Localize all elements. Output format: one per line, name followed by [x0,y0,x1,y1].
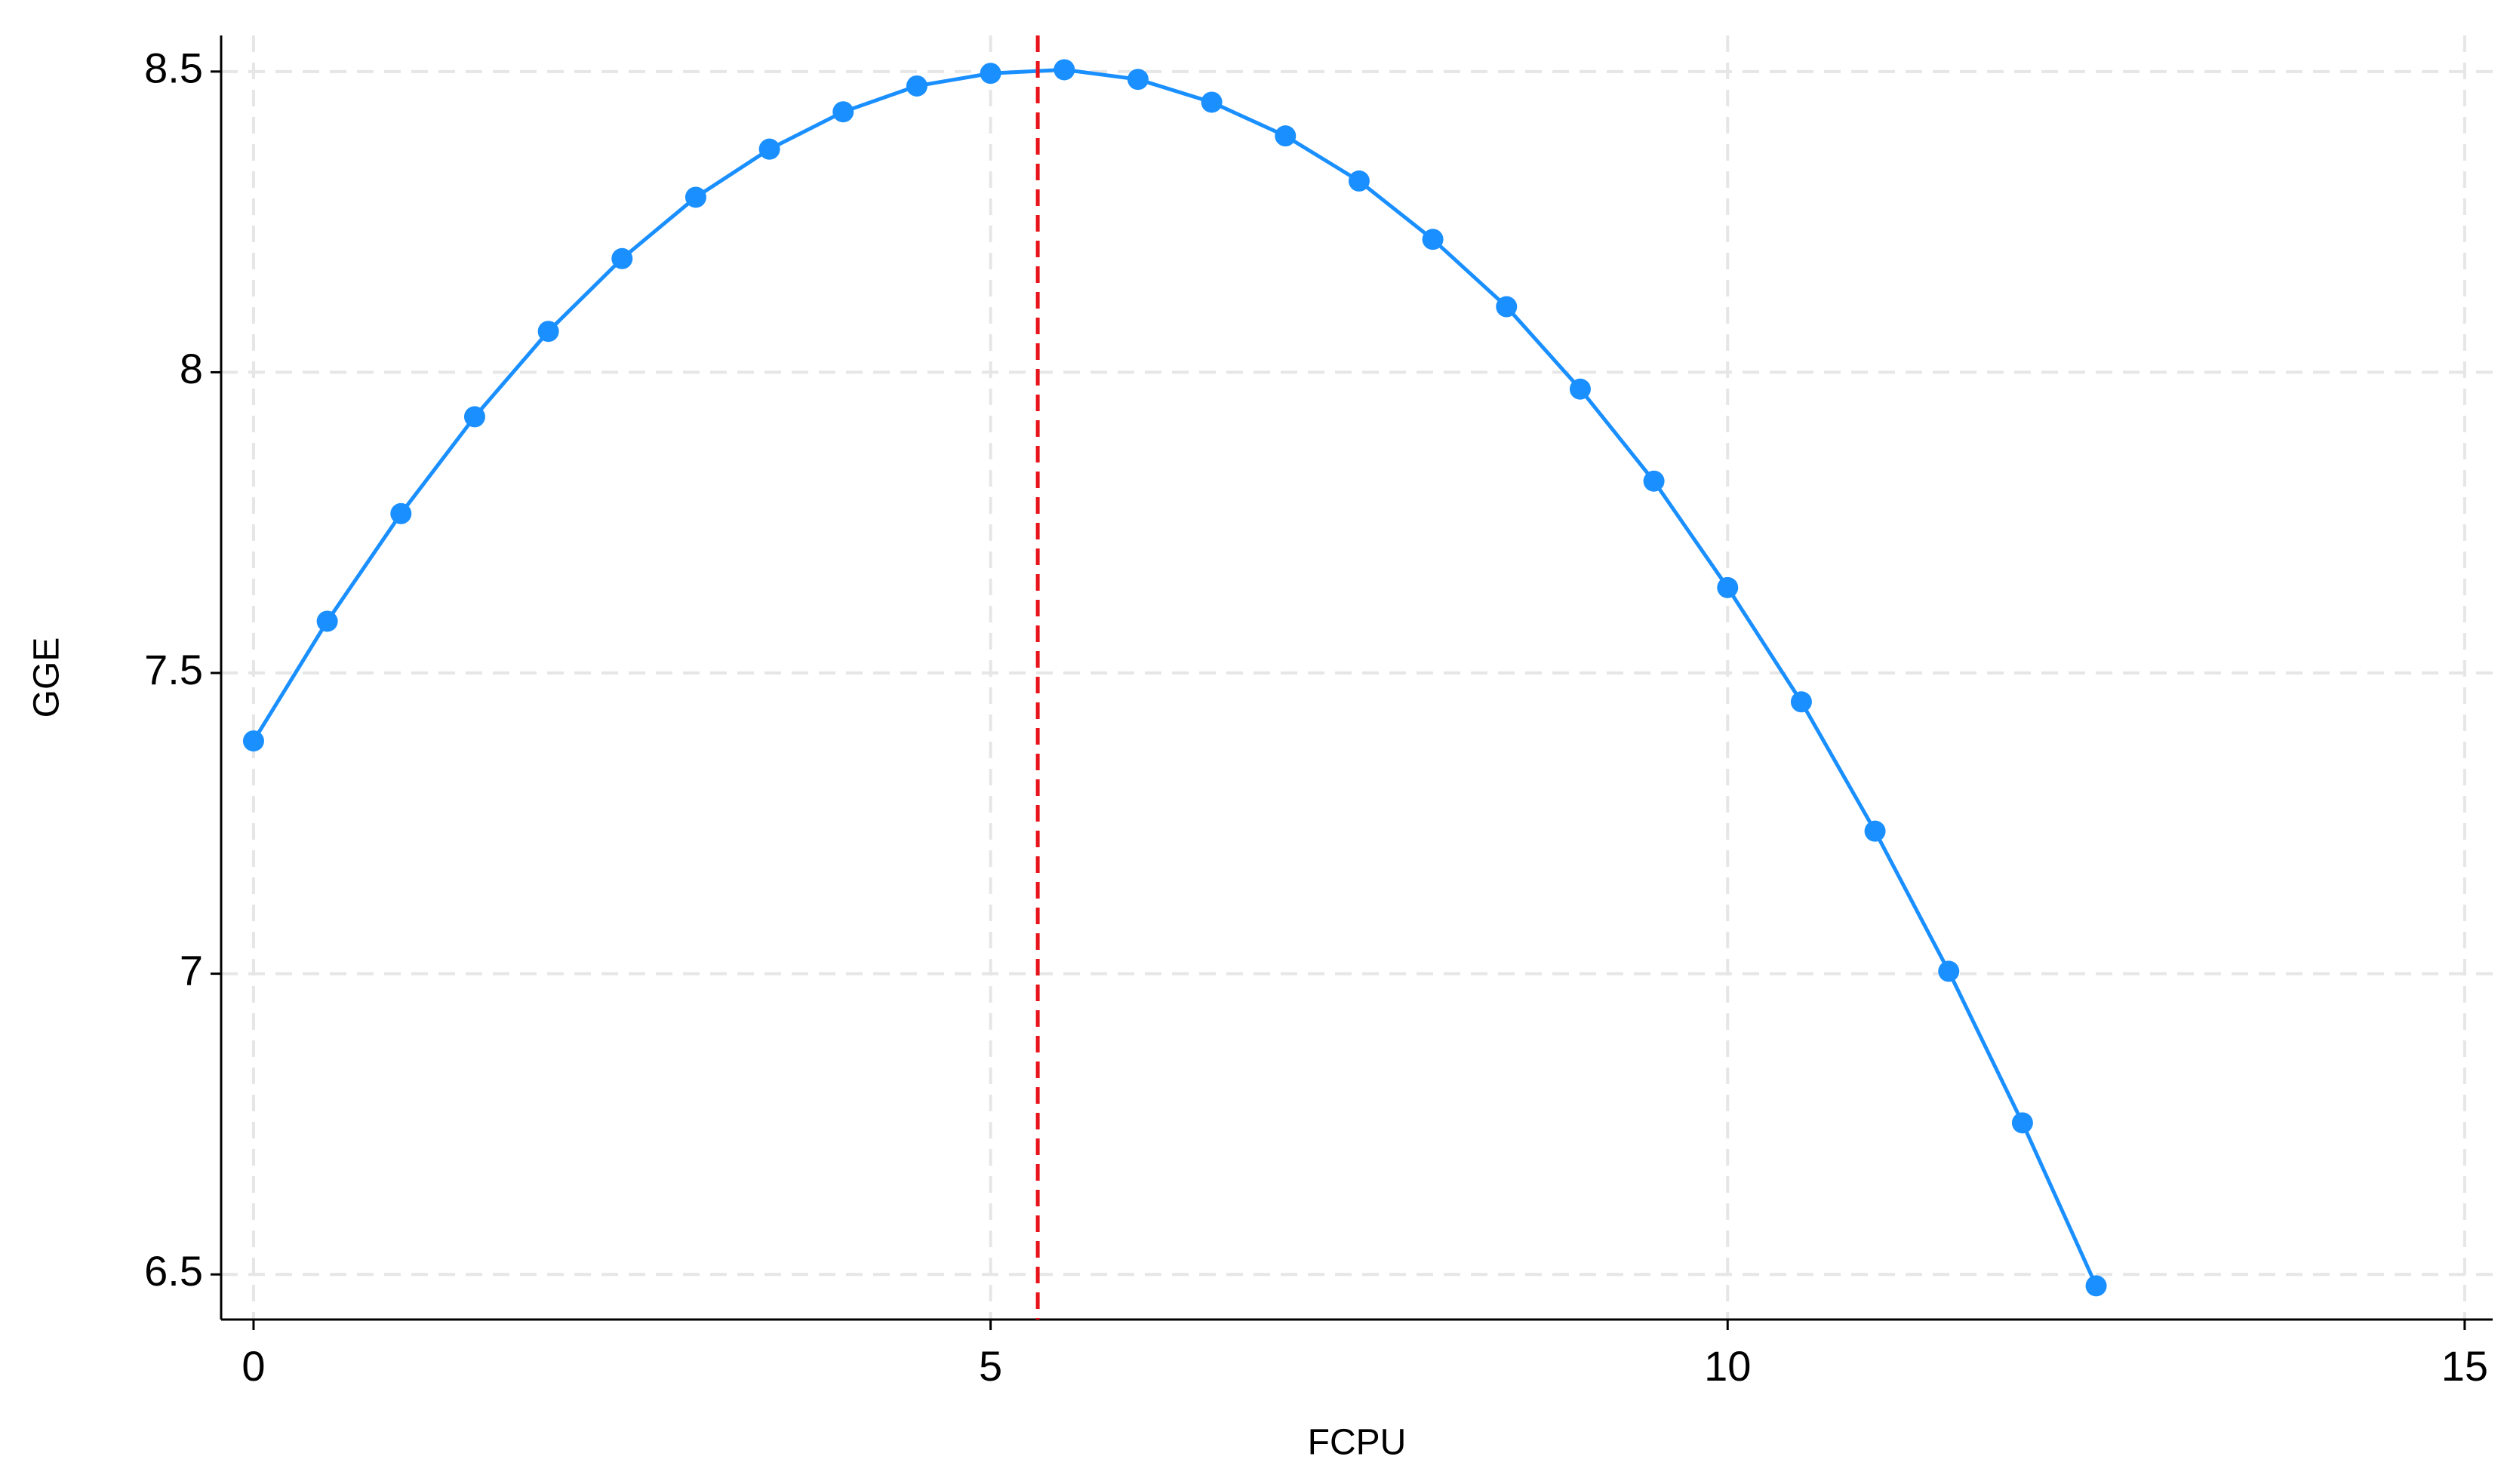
data-point [316,610,338,632]
data-point [242,730,264,752]
y-axis-title: GGE [27,638,67,718]
data-point [1201,91,1223,113]
data-point [1790,691,1812,713]
data-point [463,406,485,428]
data-point [1717,576,1739,598]
data-point [1496,296,1518,318]
y-tick-label: 8.5 [144,45,203,92]
data-point [537,321,559,343]
x-tick-label: 10 [1704,1342,1751,1390]
data-point [1422,229,1444,250]
data-point [1938,960,1960,982]
y-tick-label: 8 [180,345,203,392]
data-point [758,138,780,160]
data-point [1348,170,1370,192]
data-point [1643,470,1665,492]
data-point [1127,69,1149,91]
data-point [1054,59,1075,81]
y-tick-label: 7 [180,946,203,994]
data-point [832,101,854,123]
data-point [2011,1112,2033,1134]
x-tick-label: 5 [979,1342,1002,1390]
data-point [906,75,927,97]
data-point [1864,820,1886,842]
data-point [1275,125,1297,147]
x-tick-label: 0 [241,1342,265,1390]
x-tick-label: 15 [2441,1342,2488,1390]
data-point [611,247,633,269]
x-axis-title: FCPU [1308,1423,1407,1463]
data-point [980,63,1001,84]
data-line [251,67,2098,1287]
data-point [390,502,412,524]
data-point [1569,378,1591,400]
data-point [2085,1275,2107,1297]
y-tick-label: 7.5 [144,646,203,693]
y-tick-label: 6.5 [144,1247,203,1295]
data-point [684,186,706,208]
